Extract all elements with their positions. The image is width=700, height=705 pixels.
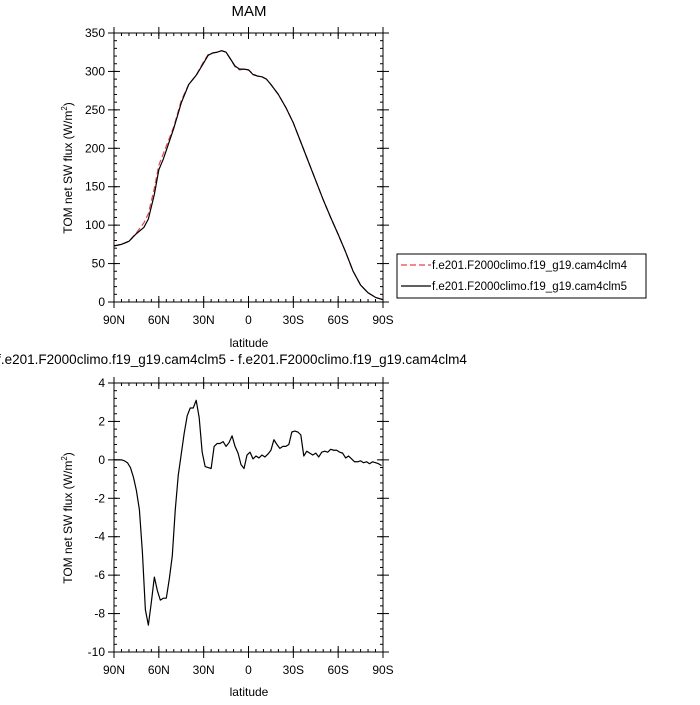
top-y-axis-label-sup: 2 <box>60 106 69 111</box>
legend-label-cam4clm5: f.e201.F2000climo.f19_g19.cam4clm5 <box>432 281 627 293</box>
top-x-tick-label: 60N <box>148 313 170 327</box>
bottom-y-axis-label-main: TOM net SW flux (W/m <box>61 461 75 584</box>
top-y-tick-label: 250 <box>85 103 105 117</box>
legend: f.e201.F2000climo.f19_g19.cam4clm4 f.e20… <box>396 253 647 299</box>
bottom-x-tick-label: 90N <box>103 663 125 677</box>
bottom-y-tick-label: -4 <box>94 530 105 544</box>
top-series-line-1 <box>113 50 384 301</box>
top-plot-area: 0 50 100 150 200 250 300 350 90N 60N 30N 0 30S 60S 90S <box>85 26 394 327</box>
top-y-tick-label: 100 <box>85 218 105 232</box>
bottom-x-tick-label: 60N <box>148 663 170 677</box>
bottom-y-tick-label: 2 <box>98 414 105 428</box>
top-y-tick-label: 0 <box>98 295 105 309</box>
bottom-y-axis-label-close: ) <box>61 452 75 456</box>
bottom-x-tick-label: 0 <box>245 663 252 677</box>
top-y-tick-label: 350 <box>85 26 105 40</box>
top-x-tick-label: 0 <box>245 313 252 327</box>
bottom-y-tick-label: -2 <box>94 491 105 505</box>
bottom-plot-frame <box>113 382 384 653</box>
legend-label-cam4clm4: f.e201.F2000climo.f19_g19.cam4clm4 <box>432 260 628 272</box>
top-y-tick-label: 50 <box>92 257 106 271</box>
top-y-axis-label: TOM net SW flux (W/m2) <box>60 102 75 234</box>
bottom-x-tick-label: 90S <box>372 663 393 677</box>
bottom-x-tick-label: 30S <box>283 663 304 677</box>
top-chart-title: MAM <box>232 3 267 20</box>
legend-box <box>396 253 647 299</box>
bottom-x-axis-label: latitude <box>230 685 269 699</box>
bottom-y-tick-label: -6 <box>94 568 105 582</box>
top-x-tick-label: 60S <box>327 313 348 327</box>
bottom-y-axis-label: TOM net SW flux (W/m2) <box>60 452 75 584</box>
bottom-panel: f.e201.F2000climo.f19_g19.cam4clm5 - f.e… <box>0 352 467 699</box>
top-plot-frame <box>113 32 384 303</box>
top-y-axis-label-main: TOM net SW flux (W/m <box>61 111 75 234</box>
top-series-line-0 <box>113 50 384 301</box>
top-x-tick-label: 30S <box>283 313 304 327</box>
bottom-plot-area: -10 -8 -6 -4 -2 0 2 4 90N 60N 30N 0 30S 60S 90S <box>88 376 394 677</box>
bottom-y-tick-label: -8 <box>94 607 105 621</box>
top-y-tick-label: 300 <box>85 64 105 78</box>
top-x-tick-label: 90N <box>103 313 125 327</box>
top-y-axis-label-close: ) <box>61 102 75 106</box>
top-x-axis-label: latitude <box>230 336 269 350</box>
bottom-x-tick-label: 60S <box>327 663 348 677</box>
bottom-y-tick-label: 0 <box>98 453 105 467</box>
bottom-y-tick-label: -10 <box>88 645 106 659</box>
top-y-tick-label: 150 <box>85 180 105 194</box>
bottom-y-tick-label: 4 <box>98 376 105 390</box>
bottom-series-line-0 <box>114 399 382 626</box>
top-panel: MAM 0 50 100 150 200 250 300 350 90N 60N 30N 0 30S 60… <box>60 3 394 350</box>
top-x-tick-label: 90S <box>372 313 393 327</box>
bottom-y-axis-label-sup: 2 <box>60 456 69 461</box>
bottom-x-tick-label: 30N <box>193 663 215 677</box>
bottom-chart-title: f.e201.F2000climo.f19_g19.cam4clm5 - f.e… <box>0 352 467 367</box>
top-x-tick-label: 30N <box>193 313 215 327</box>
top-y-tick-label: 200 <box>85 141 105 155</box>
